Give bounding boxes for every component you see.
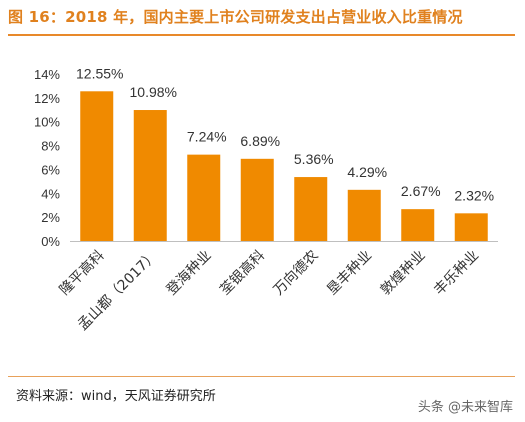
data-label: 5.36% — [294, 151, 334, 167]
data-label: 10.98% — [130, 84, 177, 100]
bar — [240, 158, 274, 241]
x-tick-label: 敦煌种业 — [378, 248, 429, 299]
bar — [454, 213, 488, 241]
bar — [294, 177, 328, 241]
chart-title: 图 16：2018 年，国内主要上市公司研发支出占营业收入比重情况 — [8, 8, 463, 26]
x-tick-label: 隆平高科 — [56, 247, 108, 299]
y-tick-label: 14% — [34, 67, 60, 82]
bar — [80, 91, 114, 242]
y-tick-label: 6% — [41, 162, 60, 177]
y-tick-label: 10% — [34, 115, 60, 130]
data-labels: 12.55% 10.98% 7.24% 6.89% 5.36% 4.29% 2.67% 2.3… — [76, 65, 494, 203]
bar — [401, 209, 435, 241]
bars — [80, 91, 488, 242]
bar — [187, 154, 221, 241]
data-label: 4.29% — [347, 164, 387, 180]
y-tick-label: 0% — [41, 234, 60, 249]
bar — [133, 110, 167, 241]
x-tick-label: 万向德农 — [271, 248, 322, 299]
x-tick-label: 垦丰种业 — [324, 248, 375, 299]
y-tick-label: 12% — [34, 91, 60, 106]
data-label: 2.32% — [454, 187, 494, 203]
data-label: 7.24% — [187, 129, 227, 145]
title-divider — [8, 34, 515, 36]
x-tick-label: 登海种业 — [164, 248, 215, 299]
data-label: 12.55% — [76, 65, 123, 81]
bar — [347, 189, 381, 241]
source-divider — [8, 376, 515, 377]
data-label: 2.67% — [401, 183, 441, 199]
y-tick-label: 8% — [41, 139, 60, 154]
y-tick-label: 2% — [41, 210, 60, 225]
watermark: 头条 @未来智库 — [417, 400, 513, 415]
data-label: 6.89% — [240, 133, 280, 149]
x-tick-label: 丰乐种业 — [431, 248, 482, 299]
source-note: 资料来源：wind，天风证券研究所 — [16, 389, 216, 404]
x-tick-label: 荃银高科 — [216, 247, 268, 299]
y-axis: 0% 2% 4% 6% 8% 10% 12% 14% — [34, 67, 60, 249]
y-tick-label: 4% — [41, 186, 60, 201]
